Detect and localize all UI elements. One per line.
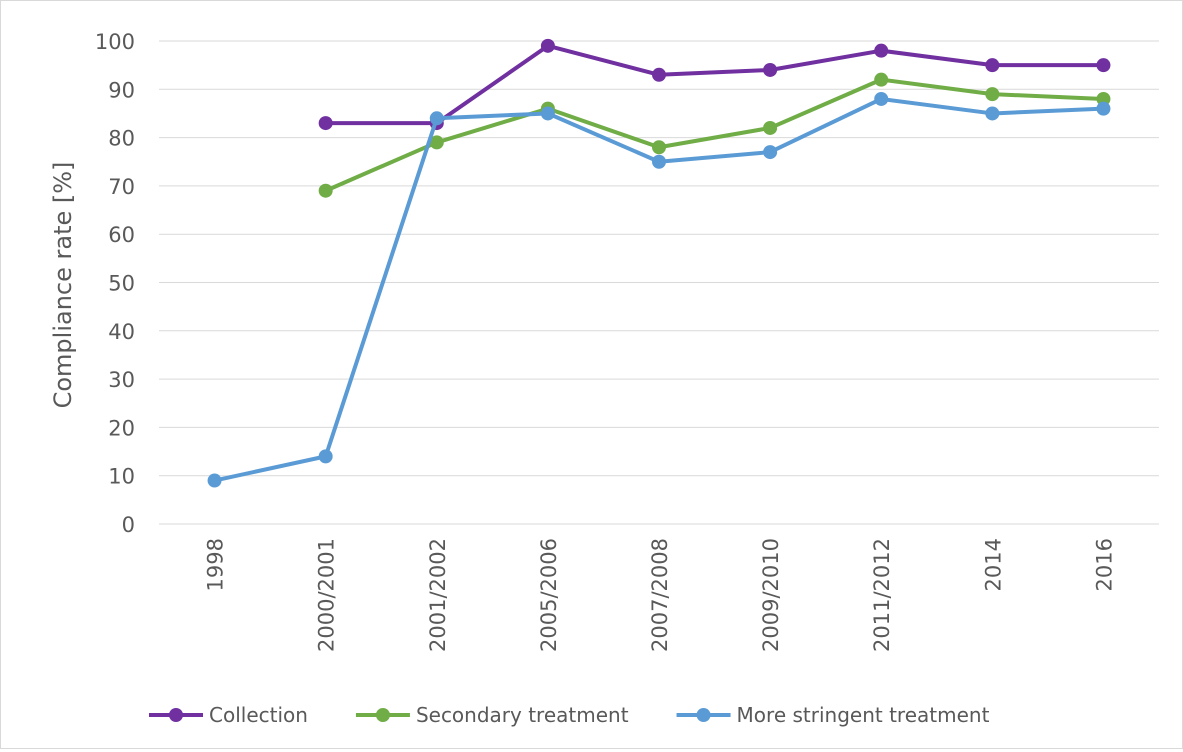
data-point <box>318 183 333 198</box>
data-point <box>1096 91 1111 106</box>
legend-label: More stringent treatment <box>737 703 990 727</box>
y-tick-label: 50 <box>108 272 135 296</box>
x-tick-label: 2001/2002 <box>426 538 450 652</box>
data-point <box>318 449 333 464</box>
series-line <box>323 77 1106 193</box>
data-point <box>985 106 1000 121</box>
series-lines <box>207 38 1111 488</box>
y-axis-title: Compliance rate [%] <box>49 162 77 409</box>
data-point <box>874 43 889 58</box>
data-point <box>763 120 778 135</box>
data-point <box>540 38 555 53</box>
x-tick-label: 2007/2008 <box>648 538 672 652</box>
data-point <box>429 111 444 126</box>
legend-marker <box>375 708 390 722</box>
data-point <box>540 106 555 121</box>
x-tick-label: 2016 <box>1092 538 1116 591</box>
data-point <box>652 67 666 82</box>
data-point <box>207 473 222 488</box>
data-point <box>985 87 1000 102</box>
y-tick-label: 20 <box>108 416 135 440</box>
y-tick-label: 80 <box>108 127 135 151</box>
legend-item[interactable]: Secondary treatment <box>355 703 629 727</box>
x-tick-label: 1998 <box>204 538 228 591</box>
y-tick-label: 30 <box>108 368 135 392</box>
data-point <box>763 62 778 77</box>
data-point <box>652 154 666 169</box>
x-tick-label: 2011/2012 <box>870 538 894 652</box>
legend-item[interactable]: More stringent treatment <box>676 703 990 727</box>
y-tick-label: 40 <box>108 320 135 344</box>
y-tick-label: 90 <box>108 78 135 102</box>
legend[interactable]: Collection Secondary treatment More string… <box>149 703 990 727</box>
data-point <box>1096 101 1111 116</box>
data-point <box>429 135 444 150</box>
x-axis-tick-labels: 1998 2000/2001 2001/2002 2005/2006 2007/2008… <box>204 538 1117 652</box>
series-secondary-treatment <box>318 72 1111 198</box>
legend-label: Collection <box>209 703 308 727</box>
data-point <box>318 116 333 131</box>
series-line <box>323 43 1106 126</box>
data-point <box>763 145 778 160</box>
legend-marker <box>696 708 711 722</box>
legend-marker <box>169 708 183 722</box>
y-tick-label: 60 <box>108 223 135 247</box>
legend-item[interactable]: Collection <box>149 703 308 727</box>
data-point <box>1096 58 1111 73</box>
data-point <box>985 58 1000 73</box>
x-tick-label: 2014 <box>981 538 1005 591</box>
legend-label: Secondary treatment <box>416 703 629 727</box>
y-tick-label: 10 <box>108 465 135 489</box>
y-tick-label: 100 <box>95 30 135 54</box>
y-tick-label: 70 <box>108 175 135 199</box>
data-point <box>874 91 889 106</box>
data-point <box>652 140 666 155</box>
y-axis-tick-labels: 0 10 20 30 40 50 60 70 80 90 100 <box>95 30 135 537</box>
y-tick-label: 0 <box>122 513 135 537</box>
x-tick-label: 2000/2001 <box>315 538 339 652</box>
series-more-stringent-treatment <box>207 91 1111 488</box>
x-tick-label: 2005/2006 <box>537 538 561 652</box>
data-point <box>874 72 889 87</box>
x-tick-label: 2009/2010 <box>759 538 783 652</box>
